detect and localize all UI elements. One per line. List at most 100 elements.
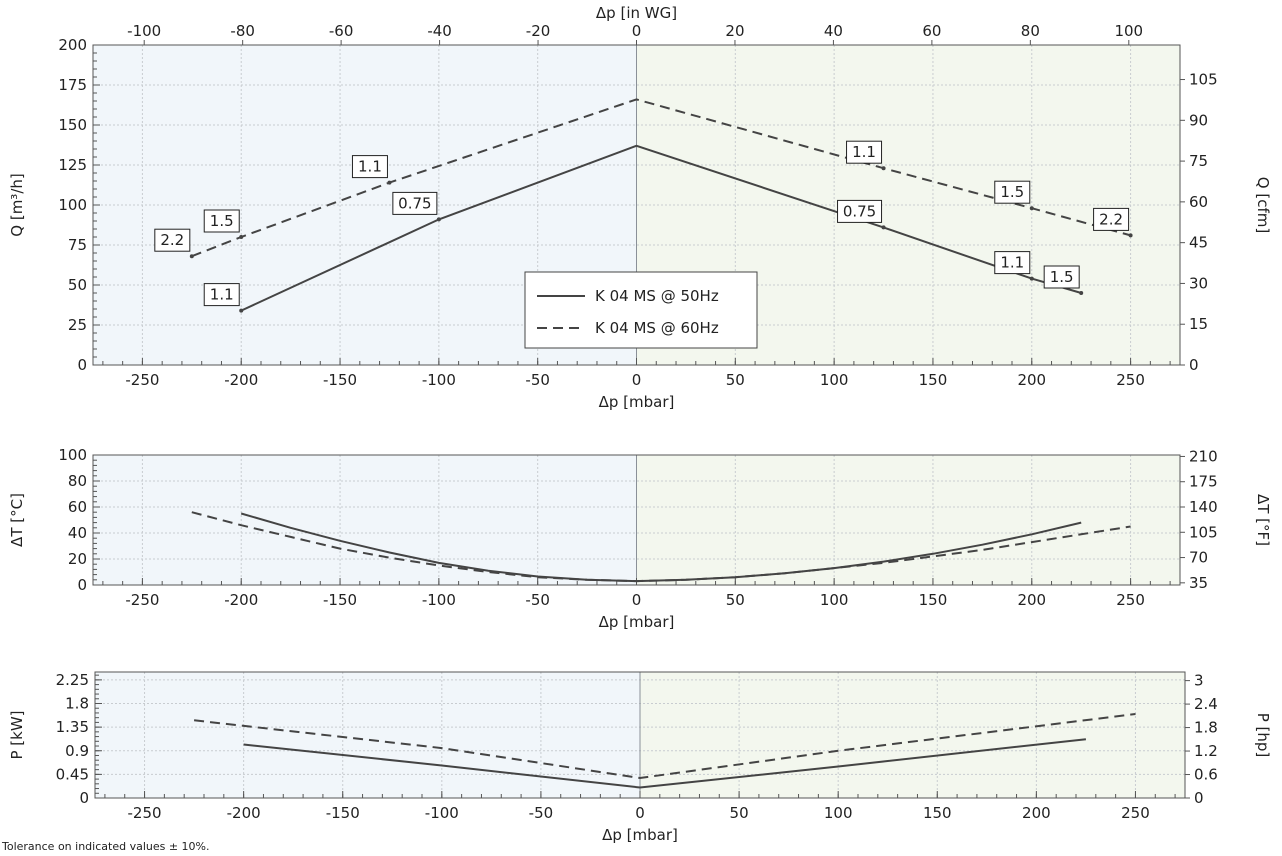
x-tick-label: -100	[425, 804, 459, 822]
x-tick-label: 250	[1121, 804, 1150, 822]
y2-tick-label: 90	[1189, 111, 1208, 129]
x-axis-label: Δp [mbar]	[602, 826, 678, 844]
data-label: 2.2	[160, 231, 184, 249]
chart-temperature: -250 -200 -150 -100 -50 0 50 100 150 200 250 0 20 40 6…	[8, 446, 1272, 631]
series-line-60hz	[193, 713, 1136, 780]
y-tick-label: 0.45	[56, 765, 89, 783]
y2-axis-label: P [hp]	[1254, 713, 1272, 758]
legend-entry: K 04 MS @ 50Hz	[595, 287, 719, 305]
y2-axis-label: Q [cfm]	[1254, 177, 1272, 233]
y-tick-label: 0	[77, 356, 87, 374]
y-tick-label: 2.25	[56, 671, 89, 689]
y2-tick-label: 210	[1189, 447, 1218, 465]
x-tick-label: -50	[525, 591, 550, 609]
series-line-60hz	[191, 511, 1131, 583]
data-label-box	[837, 199, 883, 223]
plot-bg-positive	[636, 455, 1180, 585]
x-tick-label: 150	[919, 371, 948, 389]
y-tick-label: 20	[68, 550, 87, 568]
label-point-marker	[881, 166, 886, 171]
y-tick-label: 50	[68, 276, 87, 294]
data-label-box	[994, 251, 1031, 275]
y2-tick-label: 0	[1194, 789, 1204, 807]
data-label-box	[392, 191, 438, 215]
x-tick-label: 100	[820, 591, 849, 609]
x-tick-label: -250	[125, 371, 159, 389]
x2-tick-label: 40	[824, 22, 843, 40]
x-tick-label: 250	[1116, 591, 1145, 609]
data-label-box	[203, 209, 240, 233]
y2-tick-label: 0.6	[1194, 766, 1218, 784]
x2-tick-label: -60	[329, 22, 354, 40]
y-axis-label: P [kW]	[8, 710, 26, 759]
x-tick-label: -150	[326, 804, 360, 822]
data-label: 1.1	[210, 286, 234, 304]
x-tick-label: -200	[227, 804, 261, 822]
label-point-marker	[1029, 276, 1034, 281]
y2-tick-label: 35	[1189, 574, 1208, 592]
data-label: 1.5	[210, 212, 234, 230]
chart-flow: -250 -200 -150 -100 -50 0 50 100 150 200 250025507…	[8, 4, 1272, 411]
x-tick-label: -150	[323, 371, 357, 389]
data-label: 1.1	[852, 143, 876, 161]
y2-tick-label: 3	[1194, 672, 1204, 690]
y2-tick-label: 1.2	[1194, 742, 1218, 760]
y2-tick-label: 105	[1189, 523, 1218, 541]
x2-tick-label: 60	[922, 22, 941, 40]
x-tick-label: 250	[1116, 371, 1145, 389]
x2-tick-label: -80	[230, 22, 255, 40]
legend-box	[524, 271, 758, 349]
y2-tick-label: 105	[1189, 71, 1218, 89]
data-label: 2.2	[1099, 210, 1123, 228]
x-tick-label: -150	[323, 591, 357, 609]
y2-tick-label: 0	[1189, 356, 1199, 374]
y2-tick-label: 70	[1189, 549, 1208, 567]
data-label: 0.75	[398, 194, 431, 212]
series-line-50hz	[243, 738, 1087, 789]
x2-tick-label: -20	[526, 22, 551, 40]
data-label: 0.75	[843, 202, 876, 220]
y2-tick-label: 30	[1189, 274, 1208, 292]
x-tick-label: 100	[824, 804, 853, 822]
x-tick-label: 200	[1017, 371, 1046, 389]
label-point-marker	[1128, 233, 1133, 238]
label-point-marker	[881, 225, 886, 230]
x2-tick-label: -40	[427, 22, 452, 40]
x2-tick-label: 80	[1021, 22, 1040, 40]
x-tick-label: 0	[632, 371, 642, 389]
y-tick-label: 80	[68, 472, 87, 490]
x-axis-label: Δp [mbar]	[599, 613, 675, 631]
y-tick-label: 100	[58, 196, 87, 214]
data-label-box	[1043, 265, 1080, 289]
label-point-marker	[436, 217, 441, 222]
plot-bg-negative	[93, 455, 637, 585]
x-tick-label: 50	[730, 804, 749, 822]
y-tick-label: 100	[58, 446, 87, 464]
y-tick-label: 0.9	[65, 742, 89, 760]
label-point-marker	[239, 235, 244, 239]
y2-tick-label: 45	[1189, 234, 1208, 252]
y-tick-label: 0	[79, 789, 89, 807]
y-axis-label: ΔT [°C]	[8, 493, 26, 547]
x-axis-label: Δp [mbar]	[599, 393, 675, 411]
x-tick-label: 150	[923, 804, 952, 822]
data-label: 1.5	[1000, 183, 1024, 201]
y-tick-label: 175	[58, 76, 87, 94]
chart-power: -250 -200 -150 -100 -50 0 50 100 150 200 250 0 0.45 0…	[8, 671, 1272, 844]
y2-axis-label: ΔT [°F]	[1254, 494, 1272, 546]
label-point-marker	[239, 308, 244, 313]
label-point-marker	[1029, 206, 1034, 211]
x2-tick-label: 20	[725, 22, 744, 40]
data-label: 1.5	[1050, 268, 1074, 286]
y-tick-label: 40	[68, 524, 87, 542]
legend: K 04 MS @ 50Hz K 04 MS @ 60Hz	[524, 271, 758, 349]
data-label: 1.1	[358, 158, 382, 176]
y2-tick-label: 60	[1189, 193, 1208, 211]
y-tick-label: 0	[77, 576, 87, 594]
data-label: 1.1	[1000, 254, 1024, 272]
y-tick-label: 1.35	[56, 718, 89, 736]
y2-tick-label: 15	[1189, 315, 1208, 333]
x-tick-label: 0	[632, 591, 642, 609]
data-label-box	[846, 140, 883, 164]
